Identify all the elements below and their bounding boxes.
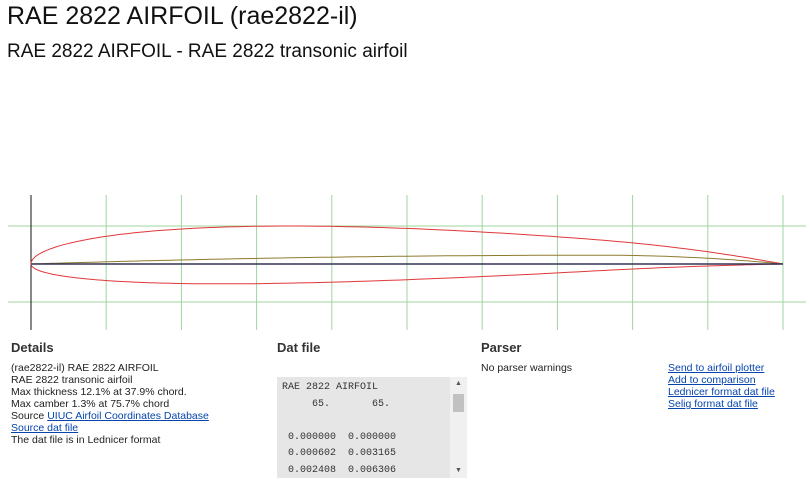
page-subtitle: RAE 2822 AIRFOIL - RAE 2822 transonic ai…	[7, 41, 408, 62]
airfoil-lower-surface	[30, 263, 783, 285]
datfile-line: 65. 65.	[282, 398, 391, 410]
datfile-scrollbar[interactable]: ▲ ▼	[450, 377, 467, 478]
datfile-line: 0.002408 0.006306	[282, 464, 397, 476]
details-name: (rae2822-il) RAE 2822 AIRFOIL	[11, 362, 159, 374]
source-dat-file-link[interactable]: Source dat file	[11, 422, 79, 434]
details-source: Source UIUC Airfoil Coordinates Database	[11, 410, 261, 422]
plot-grid	[8, 195, 806, 330]
details-description: RAE 2822 transonic airfoil	[11, 374, 133, 386]
scrollbar-thumb[interactable]	[453, 394, 464, 412]
scroll-up-arrow-icon[interactable]: ▲	[455, 380, 462, 387]
parser-heading: Parser	[481, 340, 522, 355]
add-to-comparison-link[interactable]: Add to comparison	[668, 374, 756, 386]
lednicer-dat-link[interactable]: Lednicer format dat file	[668, 386, 775, 398]
details-max-thickness: Max thickness 12.1% at 37.9% chord.	[11, 386, 187, 398]
uiuc-database-link[interactable]: UIUC Airfoil Coordinates Database	[47, 410, 209, 422]
datfile-line: 0.000000 0.000000	[282, 431, 397, 443]
airfoil-upper-surface	[30, 225, 784, 265]
details-source-prefix: Source	[11, 410, 48, 422]
actions-panel: Send to airfoil plotter Add to compariso…	[668, 362, 775, 410]
airfoil-plot	[8, 195, 806, 330]
page-title: RAE 2822 AIRFOIL (rae2822-il)	[7, 2, 358, 30]
details-max-camber: Max camber 1.3% at 75.7% chord	[11, 398, 170, 410]
datfile-line: RAE 2822 AIRFOIL	[282, 382, 379, 393]
datfile-content: RAE 2822 AIRFOIL 65. 65. 0.000000 0.0000…	[282, 380, 450, 478]
datfile-line: 0.000602 0.003165	[282, 448, 397, 459]
parser-message: No parser warnings	[481, 362, 573, 374]
details-heading: Details	[11, 340, 54, 355]
selig-dat-link[interactable]: Selig format dat file	[668, 398, 758, 410]
scroll-down-arrow-icon[interactable]: ▼	[455, 467, 462, 474]
details-format-note: The dat file is in Lednicer format	[11, 434, 161, 446]
details-panel: (rae2822-il) RAE 2822 AIRFOIL RAE 2822 t…	[11, 362, 261, 446]
airfoil-camber-line	[31, 254, 783, 265]
datfile-heading: Dat file	[277, 340, 321, 355]
send-to-plotter-link[interactable]: Send to airfoil plotter	[668, 362, 765, 374]
datfile-textarea[interactable]: RAE 2822 AIRFOIL 65. 65. 0.000000 0.0000…	[277, 377, 467, 478]
